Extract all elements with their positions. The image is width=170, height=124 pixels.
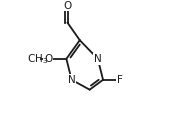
Text: N: N	[68, 75, 75, 85]
Text: N: N	[94, 54, 102, 64]
Text: O: O	[44, 54, 53, 64]
Text: CH$_3$: CH$_3$	[27, 52, 48, 66]
Text: F: F	[117, 75, 123, 85]
Text: O: O	[63, 0, 72, 11]
